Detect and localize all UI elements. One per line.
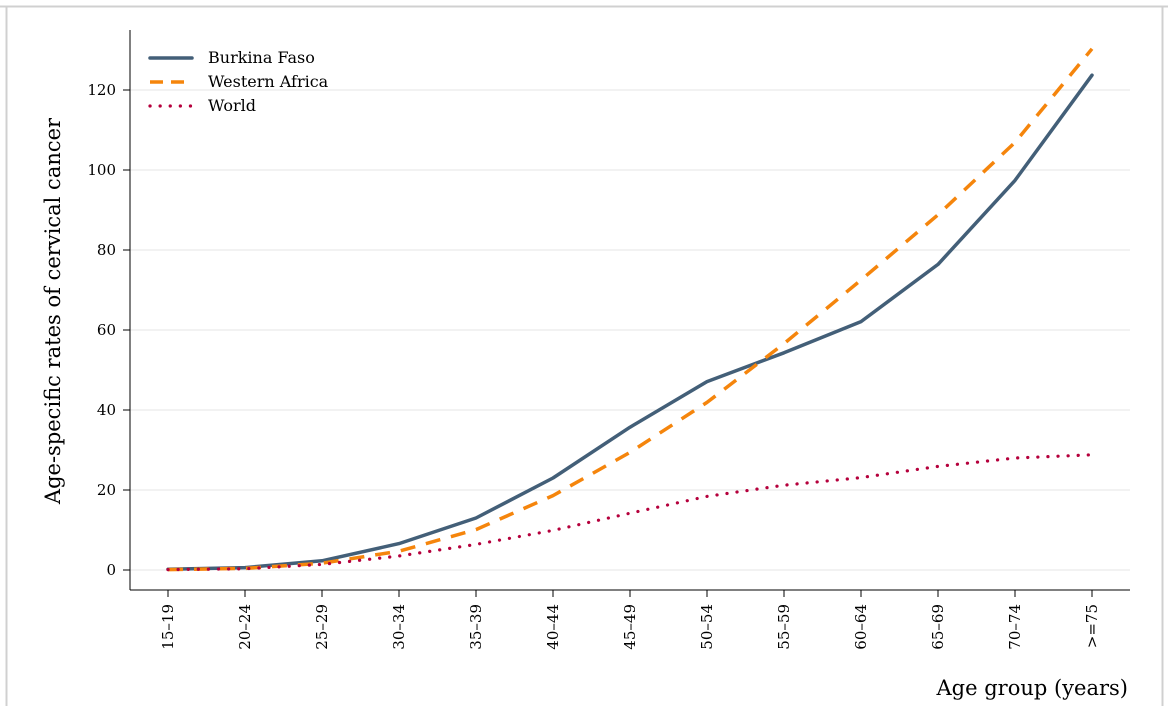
x-tick-label: 45–49 bbox=[621, 604, 639, 650]
data-point bbox=[782, 342, 786, 346]
data-point bbox=[859, 320, 863, 324]
data-point bbox=[628, 450, 632, 454]
data-point bbox=[628, 425, 632, 429]
legend-label: Burkina Faso bbox=[208, 48, 315, 67]
x-tick-label: 30–34 bbox=[390, 604, 408, 650]
series-line-western-africa bbox=[167, 47, 1094, 572]
y-tick-label-80: 80 bbox=[97, 241, 116, 259]
x-tick-label: 60–64 bbox=[852, 604, 870, 650]
data-point bbox=[1090, 47, 1094, 51]
axes: 0 20 40 60 80 100 120 15–19 20–24 25–29 30–34 35–39… bbox=[87, 30, 1130, 650]
data-point bbox=[551, 528, 555, 532]
data-point bbox=[628, 511, 632, 515]
data-point bbox=[474, 528, 478, 532]
y-tick-label-20: 20 bbox=[97, 481, 116, 499]
x-tick-label: 20–24 bbox=[236, 604, 254, 650]
y-tick-label-100: 100 bbox=[87, 161, 116, 179]
legend-label: World bbox=[208, 96, 256, 115]
y-tick-label-40: 40 bbox=[97, 401, 116, 419]
y-tick-label-60: 60 bbox=[97, 321, 116, 339]
data-point bbox=[859, 476, 863, 480]
data-point bbox=[243, 567, 247, 571]
y-tick-label-120: 120 bbox=[87, 81, 116, 99]
data-point bbox=[936, 464, 940, 468]
x-tick-label: 25–29 bbox=[313, 604, 331, 650]
data-point bbox=[166, 568, 170, 572]
x-tick-label: 65–69 bbox=[929, 604, 947, 650]
data-point bbox=[936, 213, 940, 217]
data-point bbox=[782, 483, 786, 487]
data-point bbox=[1013, 140, 1017, 144]
data-point bbox=[1013, 178, 1017, 182]
series-line-burkina-faso bbox=[166, 73, 1094, 571]
data-point bbox=[474, 542, 478, 546]
x-tick-label: 50–54 bbox=[698, 604, 716, 650]
data-point bbox=[782, 351, 786, 355]
data-point bbox=[320, 562, 324, 566]
legend: Burkina Faso Western Africa World bbox=[148, 48, 329, 115]
data-point bbox=[705, 494, 709, 498]
data-point bbox=[705, 400, 709, 404]
data-point bbox=[859, 278, 863, 282]
x-tick-label: 55–59 bbox=[775, 604, 793, 650]
x-axis-title: Age group (years) bbox=[936, 676, 1129, 700]
data-point bbox=[551, 494, 555, 498]
x-tick-label: 40–44 bbox=[544, 604, 562, 650]
data-point bbox=[1090, 453, 1094, 457]
data-point bbox=[936, 262, 940, 266]
data-point bbox=[397, 542, 401, 546]
data-point bbox=[1013, 456, 1017, 460]
x-tick-label: 70–74 bbox=[1006, 604, 1024, 650]
data-point bbox=[551, 476, 555, 480]
y-axis-title: Age-specific rates of cervical cancer bbox=[41, 117, 65, 505]
y-tick-label-0: 0 bbox=[106, 561, 116, 579]
series-line-world bbox=[166, 453, 1094, 572]
gridlines bbox=[130, 89, 1130, 571]
data-point bbox=[397, 549, 401, 553]
x-tick-label: >=75 bbox=[1083, 604, 1101, 648]
data-point bbox=[474, 516, 478, 520]
legend-label: Western Africa bbox=[208, 72, 329, 91]
data-point bbox=[1090, 73, 1094, 77]
data-point bbox=[705, 380, 709, 384]
x-tick-label: 15–19 bbox=[159, 604, 177, 650]
x-tick-label: 35–39 bbox=[467, 604, 485, 650]
data-point bbox=[397, 554, 401, 558]
series-lines bbox=[166, 47, 1094, 572]
